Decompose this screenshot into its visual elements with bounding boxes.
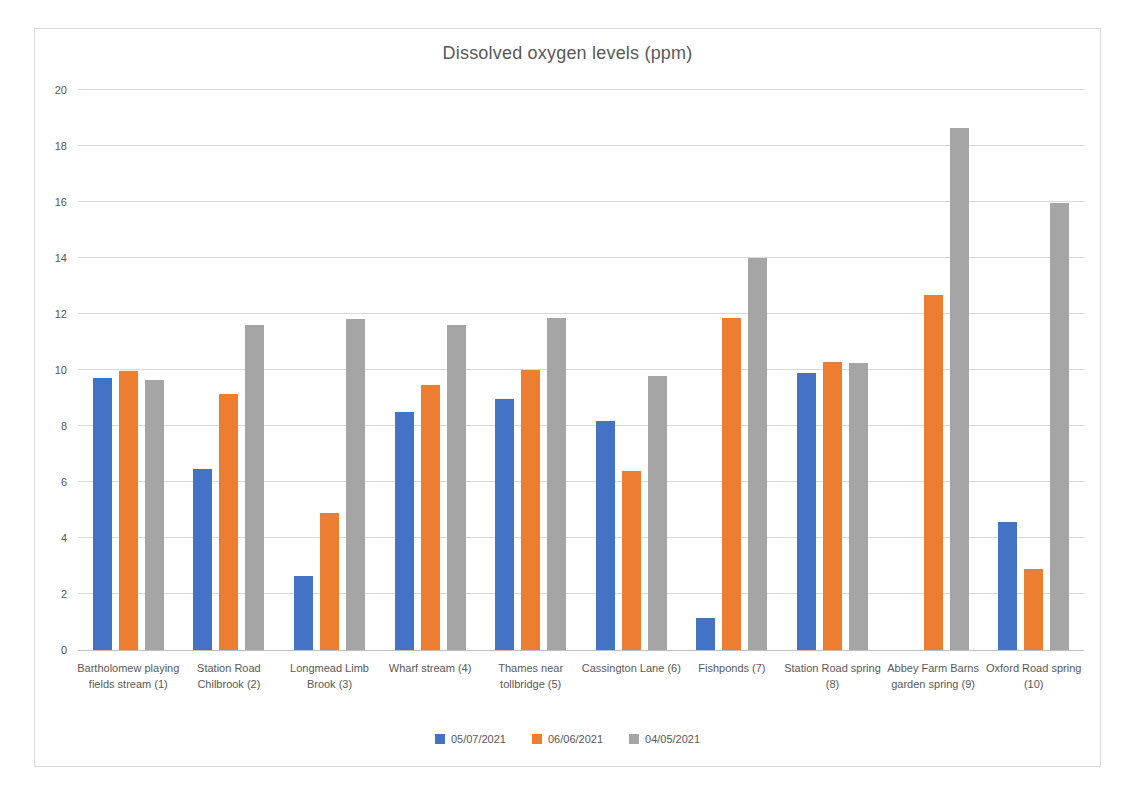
bar-06/06/2021-10 [1024,569,1043,650]
y-tick-label: 2 [35,586,67,602]
bar-06/06/2021-8 [823,362,842,650]
y-tick-label: 14 [35,250,67,266]
legend-item: 06/06/2021 [532,733,603,745]
legend-swatch-icon [435,734,445,744]
bar-05/07/2021-4 [395,412,414,650]
y-tick-label: 8 [35,418,67,434]
bar-06/06/2021-1 [119,371,138,650]
y-tick-label: 0 [35,642,67,658]
bar-04/05/2021-10 [1050,203,1069,650]
x-tick-label: Fishponds (7) [678,660,786,676]
bar-05/07/2021-2 [193,469,212,650]
legend-label: 06/06/2021 [548,733,603,745]
bar-04/05/2021-3 [346,319,365,650]
page: Dissolved oxygen levels (ppm) 0 2 4 6 8 10 12 1… [0,0,1136,792]
legend-swatch-icon [532,734,542,744]
x-tick-label: Bartholomew playing fields stream (1) [74,660,182,692]
gridline [78,145,1084,146]
bar-04/05/2021-8 [849,363,868,650]
y-tick-label: 20 [35,82,67,98]
x-tick-label: Wharf stream (4) [376,660,484,676]
legend-item: 05/07/2021 [435,733,506,745]
x-tick-label: Station Road spring (8) [779,660,887,692]
bar-06/06/2021-3 [320,513,339,650]
chart-frame: Dissolved oxygen levels (ppm) 0 2 4 6 8 10 12 1… [34,28,1101,767]
x-tick-label: Abbey Farm Barns garden spring (9) [879,660,987,692]
x-tick-label: Station Road Chilbrook (2) [175,660,283,692]
y-tick-label: 18 [35,138,67,154]
legend: 05/07/2021 06/06/2021 04/05/2021 [35,733,1100,745]
bar-06/06/2021-4 [421,385,440,650]
y-tick-label: 12 [35,306,67,322]
bar-06/06/2021-6 [622,471,641,650]
bar-06/06/2021-5 [521,370,540,650]
bar-04/05/2021-2 [245,325,264,650]
bar-05/07/2021-10 [998,522,1017,650]
legend-swatch-icon [629,734,639,744]
bar-06/06/2021-2 [219,394,238,650]
y-tick-label: 6 [35,474,67,490]
bar-06/06/2021-9 [924,295,943,650]
x-tick-label: Longmead Limb Brook (3) [276,660,384,692]
y-tick-label: 4 [35,530,67,546]
gridline [78,201,1084,202]
bar-04/05/2021-1 [145,380,164,650]
bar-04/05/2021-4 [447,325,466,650]
gridline [78,257,1084,258]
legend-item: 04/05/2021 [629,733,700,745]
bar-05/07/2021-6 [596,421,615,650]
chart-title: Dissolved oxygen levels (ppm) [35,43,1100,64]
bar-05/07/2021-3 [294,576,313,650]
plot-area [78,90,1084,651]
bar-04/05/2021-7 [748,258,767,650]
bar-04/05/2021-6 [648,376,667,650]
bar-05/07/2021-7 [696,618,715,650]
y-tick-label: 16 [35,194,67,210]
bar-04/05/2021-5 [547,318,566,650]
y-tick-label: 10 [35,362,67,378]
bar-05/07/2021-1 [93,378,112,650]
x-tick-label: Oxford Road spring (10) [980,660,1088,692]
bar-06/06/2021-7 [722,318,741,650]
bar-05/07/2021-8 [797,373,816,650]
gridline [78,89,1084,90]
bar-05/07/2021-5 [495,399,514,650]
x-tick-label: Cassington Lane (6) [577,660,685,676]
bar-04/05/2021-9 [950,128,969,650]
x-tick-label: Thames near tollbridge (5) [477,660,585,692]
legend-label: 05/07/2021 [451,733,506,745]
legend-label: 04/05/2021 [645,733,700,745]
